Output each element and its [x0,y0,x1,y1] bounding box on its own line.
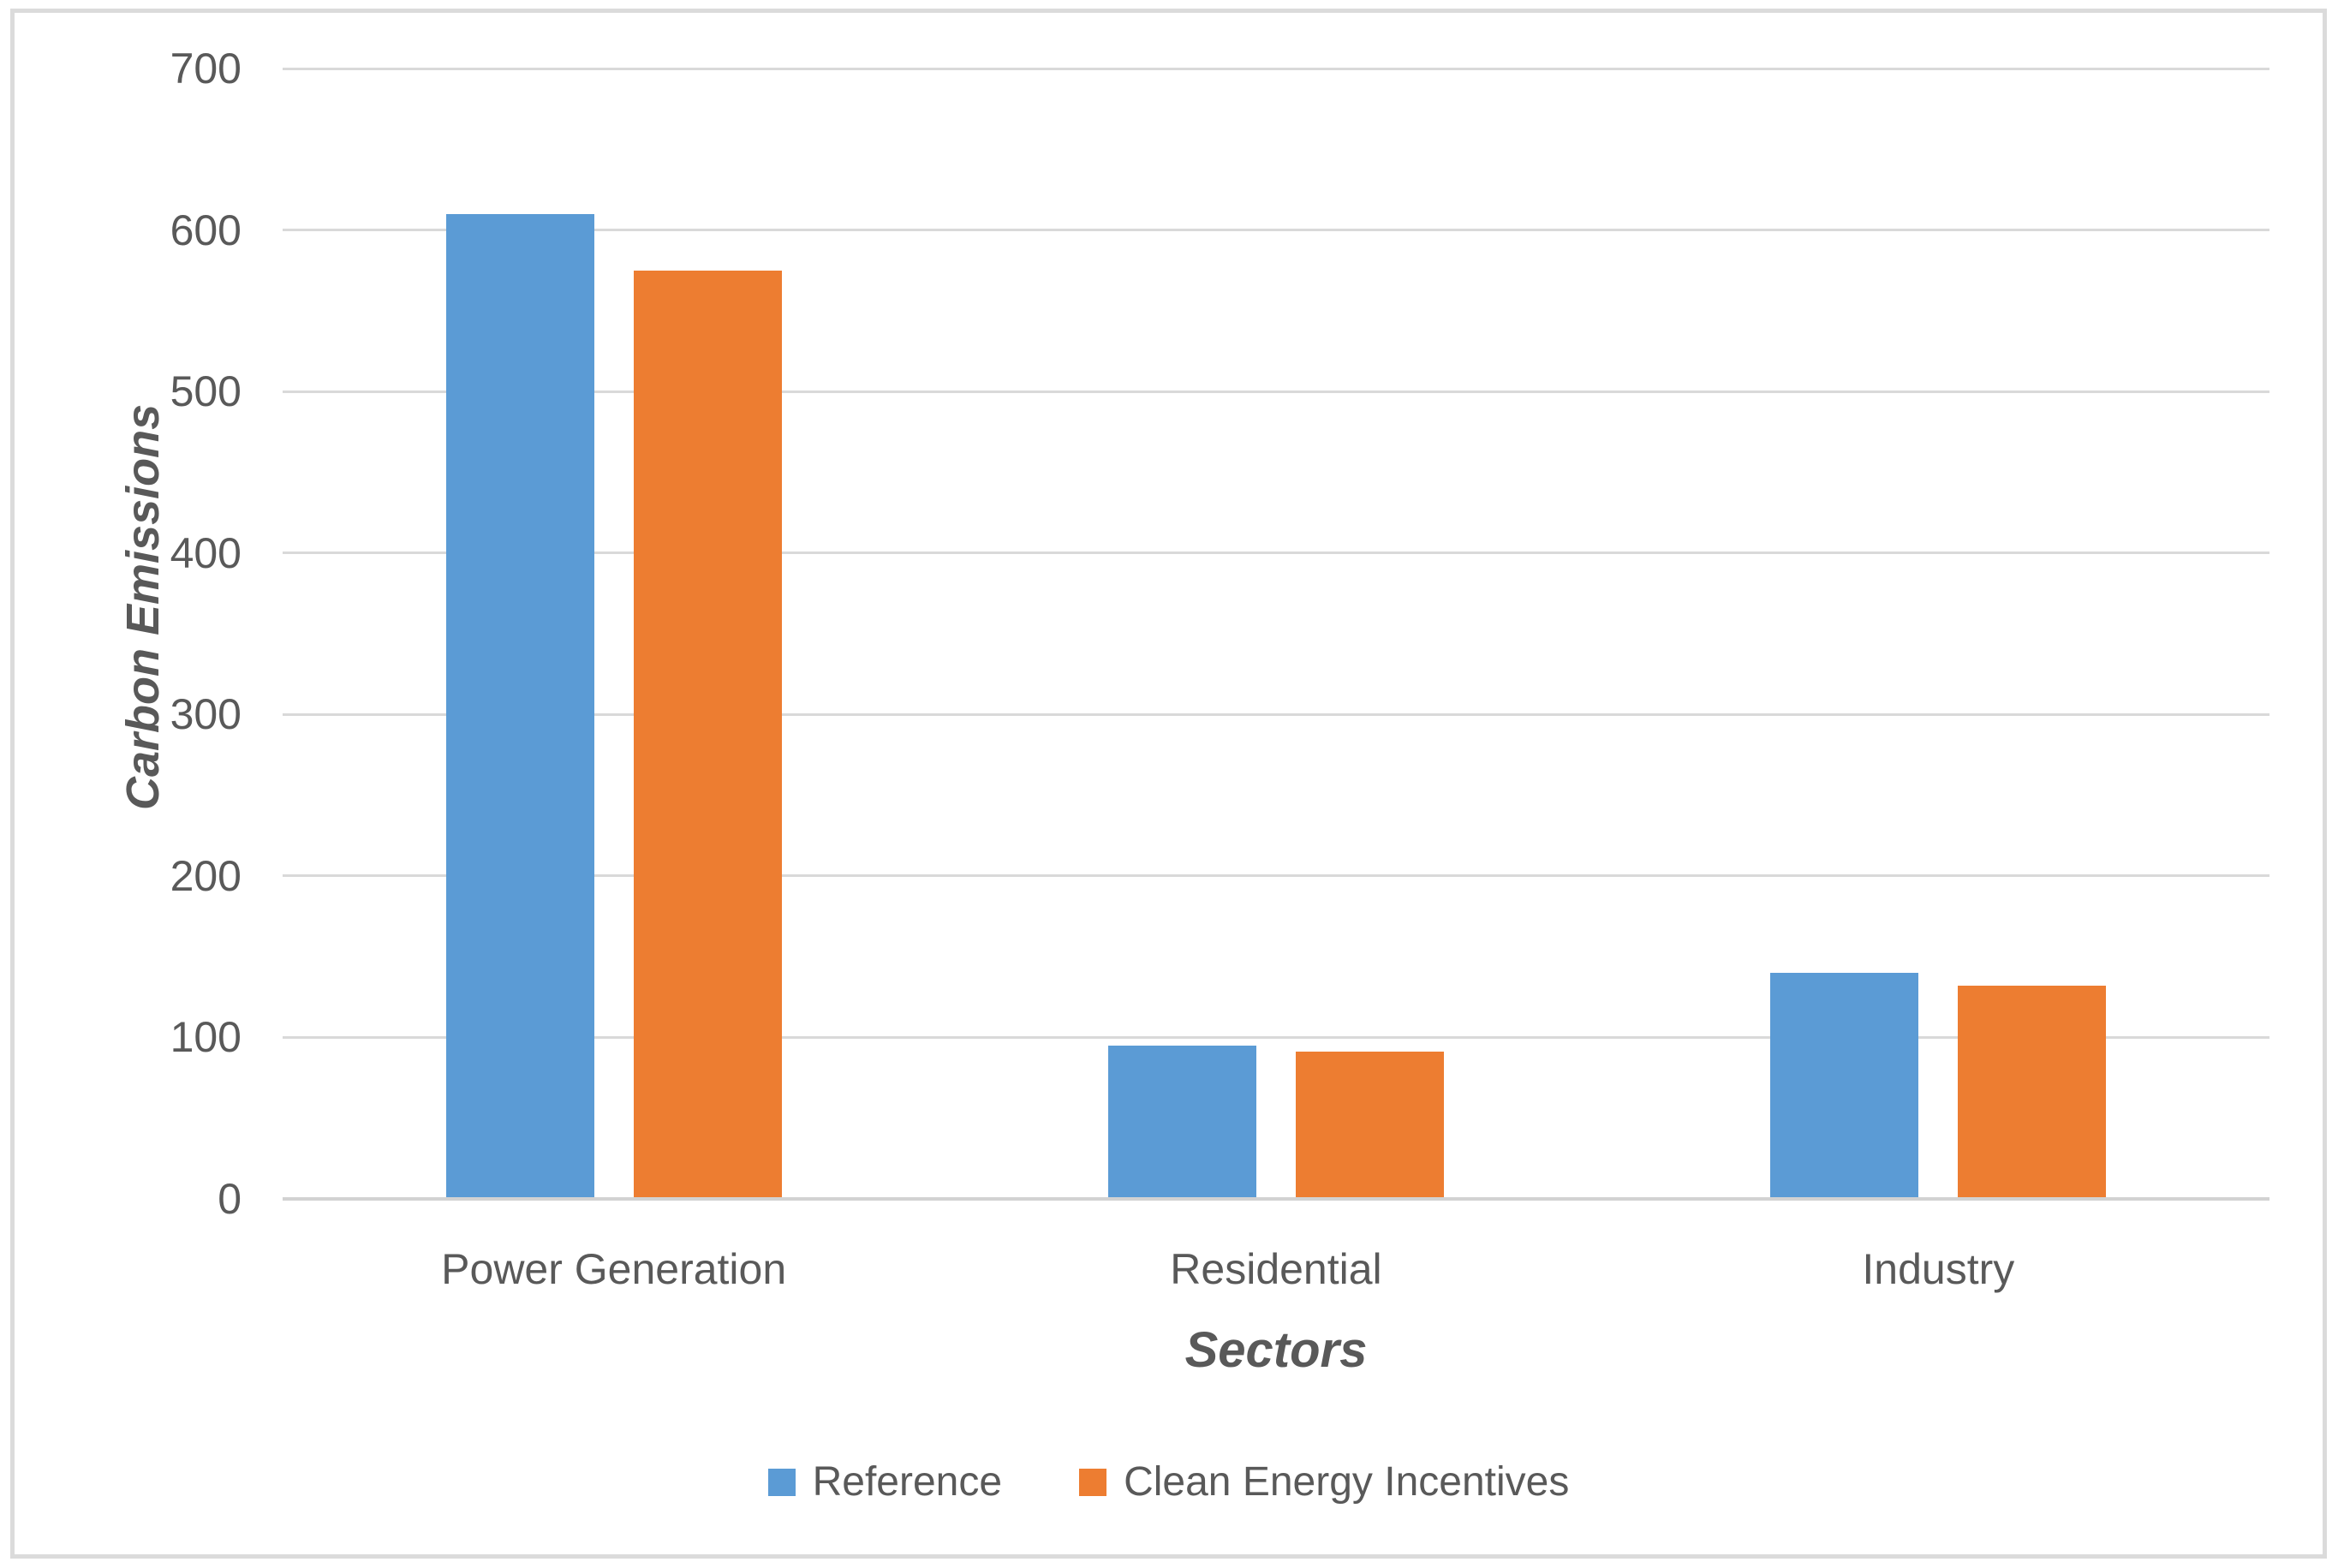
legend-item-reference: Reference [767,1459,1003,1505]
gridline-500 [283,390,2269,393]
x-axis-category-labels: Power Generation Residential Industry [283,1244,2269,1294]
bar-clean-energy-incentives-residential [1295,1052,1444,1199]
bar-clean-energy-incentives-industry [1958,986,2107,1199]
bar-groups [283,69,2269,1199]
bar-reference-power-generation [445,213,594,1199]
x-category-label-residential: Residential [1170,1245,1382,1293]
plot-area [283,67,2269,1201]
bar-group-residential [945,69,1607,1199]
y-tick-label-200: 200 [170,851,242,900]
y-tick-label-300: 300 [170,690,242,739]
legend-label-clean-energy-incentives: Clean Energy Incentives [1124,1459,1570,1505]
y-tick-label-100: 100 [170,1013,242,1062]
bar-reference-residential [1107,1045,1256,1199]
legend-marker-icon-reference [767,1469,796,1496]
chart-frame: Carbon Emissions 0 100 200 300 400 500 600 700 … [10,9,2327,1559]
x-axis-line [283,1197,2269,1201]
gridline-300 [283,712,2269,716]
gridline-400 [283,551,2269,555]
y-tick-label-400: 400 [170,528,242,577]
y-tick-label-600: 600 [170,206,242,254]
legend-item-clean-energy-incentives: Clean Energy Incentives [1079,1462,1569,1503]
bar-clean-energy-incentives-power-generation [633,270,782,1199]
bar-group-industry [1607,69,2269,1199]
legend: Reference Clean Energy Incentives [15,1462,2323,1503]
gridline-600 [283,229,2269,232]
y-tick-label-500: 500 [170,367,242,416]
legend-marker-icon-clean-energy-incentives [1079,1469,1107,1496]
bar-group-power-generation [283,69,945,1199]
x-category-label-power-generation: Power Generation [441,1245,787,1293]
gridline-700 [283,67,2269,70]
gridline-200 [283,874,2269,878]
x-axis-title: Sectors [1184,1322,1368,1378]
gridline-100 [283,1035,2269,1039]
y-tick-label-700: 700 [170,45,242,92]
bar-reference-industry [1770,973,1919,1199]
x-category-label-industry: Industry [1862,1245,2015,1293]
y-tick-label-0: 0 [218,1175,242,1223]
legend-label-reference: Reference [812,1459,1003,1505]
